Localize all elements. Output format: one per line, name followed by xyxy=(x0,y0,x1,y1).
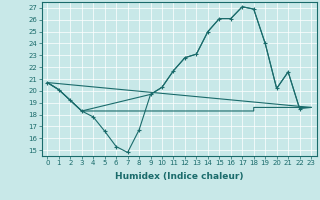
X-axis label: Humidex (Indice chaleur): Humidex (Indice chaleur) xyxy=(115,172,244,181)
